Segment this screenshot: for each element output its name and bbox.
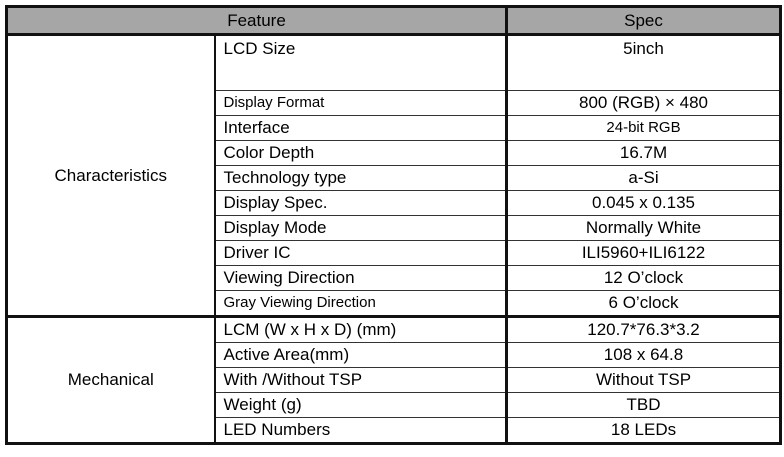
feature-cell: Color Depth [213,140,507,166]
spec-cell: 6 O’clock [505,290,781,317]
spec-cell: 18 LEDs [505,417,781,444]
feature-cell: Weight (g) [213,392,507,418]
table-row: Viewing Direction 12 O’clock [7,265,781,291]
table-row: Gray Viewing Direction 6 O’clock [7,290,781,317]
feature-cell: Active Area(mm) [213,342,507,368]
spec-cell: 800 (RGB) × 480 [505,90,781,116]
feature-cell: Driver IC [213,240,507,266]
table-row: Weight (g) TBD [7,392,781,418]
spec-cell: 24-bit RGB [505,115,781,141]
feature-cell: LCD Size [213,34,507,91]
spec-cell: 5inch [505,34,781,91]
header-row: Feature Spec [6,6,781,36]
spec-cell: 16.7M [505,140,781,166]
feature-cell: LED Numbers [213,417,507,444]
spec-cell: 0.045 x 0.135 [505,190,781,216]
spec-table: Feature Spec Characteristics LCD Size 5i… [5,5,782,445]
spec-cell: ILI5960+ILI6122 [505,240,781,266]
group-label: Mechanical [6,315,215,444]
spec-cell: TBD [505,392,781,418]
table-row: Active Area(mm) 108 x 64.8 [7,342,781,368]
feature-cell: Gray Viewing Direction [213,290,507,317]
table-row: Display Spec. 0.045 x 0.135 [7,190,781,216]
spec-cell: a-Si [505,165,781,191]
group-label: Characteristics [6,34,215,317]
spec-cell: 120.7*76.3*3.2 [505,315,781,343]
table-row: Display Format 800 (RGB) × 480 [7,90,781,116]
table-row: Mechanical LCM (W x H x D) (mm) 120.7*76… [6,315,781,444]
feature-cell: With /Without TSP [213,367,507,393]
spec-cell: Without TSP [505,367,781,393]
feature-cell: Display Mode [213,215,507,241]
spec-cell: 108 x 64.8 [505,342,781,368]
table-row: Color Depth 16.7M [7,140,781,166]
spec-cell: Normally White [505,215,781,241]
feature-cell: LCM (W x H x D) (mm) [213,315,507,343]
feature-cell: Display Spec. [213,190,507,216]
feature-cell: Display Format [213,90,507,116]
table-row: Driver IC ILI5960+ILI6122 [7,240,781,266]
table-row: Characteristics LCD Size 5inch [6,34,781,317]
feature-cell: Interface [213,115,507,141]
feature-cell: Technology type [213,165,507,191]
header-spec: Spec [505,6,781,36]
table-row: LED Numbers 18 LEDs [7,417,781,444]
spec-cell: 12 O’clock [505,265,781,291]
table-row: Technology type a-Si [7,165,781,191]
feature-cell: Viewing Direction [213,265,507,291]
table-row: With /Without TSP Without TSP [7,367,781,393]
table-row: Display Mode Normally White [7,215,781,241]
header-feature: Feature [6,6,507,36]
table-row: Interface 24-bit RGB [7,115,781,141]
